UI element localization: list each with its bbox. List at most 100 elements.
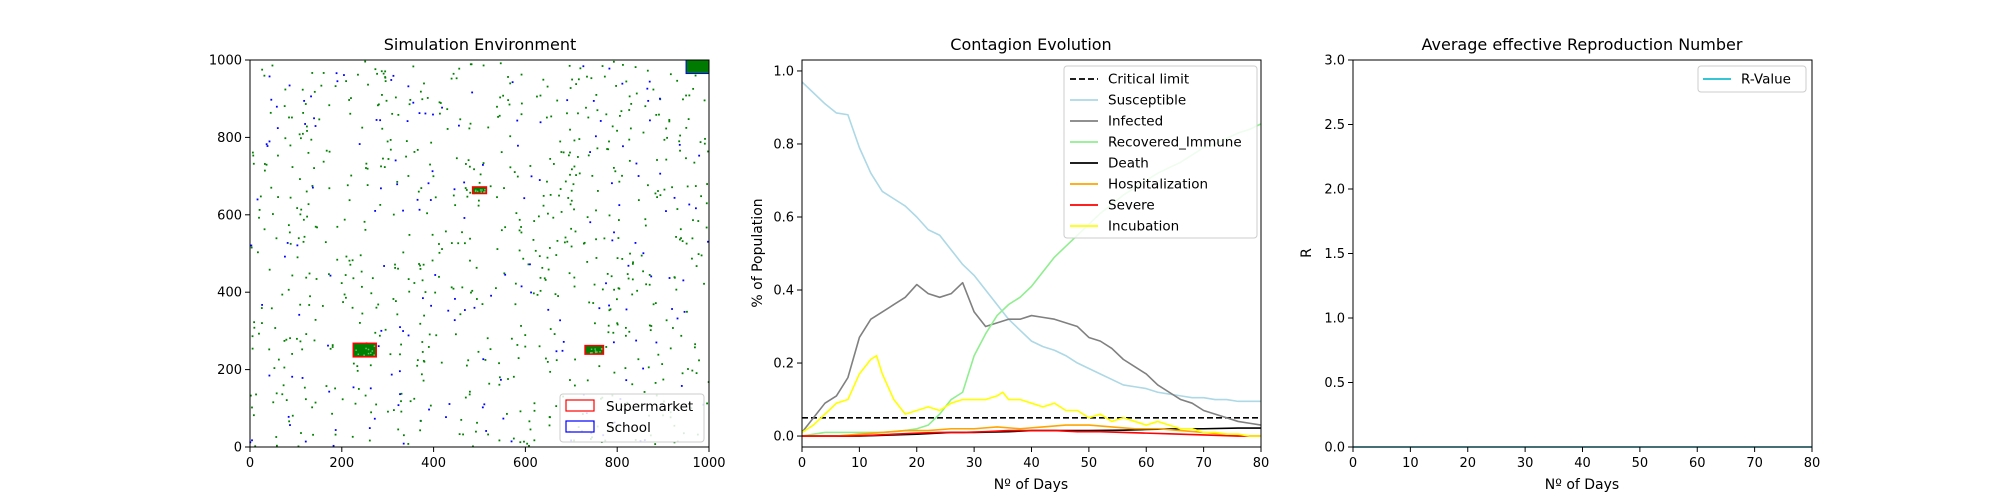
resident-point — [625, 334, 627, 337]
resident-point — [303, 235, 306, 238]
student-point — [608, 304, 610, 307]
resident-point — [409, 400, 412, 403]
resident-point — [467, 359, 470, 362]
resident-point — [320, 84, 323, 87]
resident-point — [357, 388, 360, 390]
resident-point — [413, 397, 416, 400]
resident-point — [307, 203, 310, 206]
resident-point — [632, 261, 634, 264]
resident-point — [405, 155, 407, 158]
resident-point — [371, 277, 374, 280]
y-tick-label: 800 — [217, 131, 242, 146]
resident-point — [253, 321, 256, 324]
resident-point — [311, 406, 314, 409]
resident-point — [321, 305, 324, 307]
student-point — [530, 291, 532, 294]
resident-point — [359, 254, 362, 257]
shopper-point — [591, 351, 593, 354]
resident-point — [259, 195, 262, 198]
contagion-axes-frame — [801, 59, 1262, 448]
student-point — [707, 240, 709, 243]
resident-point — [569, 87, 572, 89]
resident-point — [555, 359, 558, 362]
x-tick-label: 50 — [1081, 456, 1098, 471]
resident-point — [331, 412, 333, 415]
resident-point — [536, 293, 539, 296]
resident-point — [302, 112, 305, 114]
resident-point — [291, 116, 293, 119]
resident-point — [679, 149, 681, 152]
resident-point — [705, 202, 708, 205]
resident-point — [458, 433, 461, 436]
resident-point — [441, 248, 443, 250]
resident-point — [283, 339, 286, 342]
reproduction-number-panel: Average effective Reproduction Number 0 1… — [1299, 35, 1820, 493]
resident-point — [481, 303, 484, 305]
resident-point — [524, 345, 527, 348]
student-point — [304, 123, 307, 125]
student-point — [598, 307, 601, 310]
resident-point — [478, 181, 481, 184]
resident-point — [394, 263, 396, 266]
resident-point — [297, 237, 300, 240]
student-point — [327, 344, 329, 347]
resident-point — [432, 175, 435, 178]
student-point — [301, 377, 304, 379]
resident-point — [570, 227, 573, 230]
resident-point — [500, 229, 503, 232]
resident-point — [643, 391, 646, 393]
resident-point — [513, 171, 516, 173]
resident-point — [571, 168, 573, 171]
resident-point — [706, 402, 708, 405]
student-point — [284, 255, 286, 258]
shopper-point — [589, 352, 592, 354]
resident-point — [591, 174, 594, 177]
resident-point — [545, 116, 548, 119]
student-point — [303, 99, 306, 102]
resident-point — [263, 74, 266, 77]
resident-point — [291, 166, 294, 168]
resident-point — [628, 109, 631, 111]
student-point — [286, 242, 289, 244]
resident-point — [268, 348, 271, 351]
resident-point — [648, 274, 651, 276]
legend-label: Infected — [1108, 114, 1163, 130]
student-point — [695, 207, 697, 210]
resident-point — [546, 180, 548, 183]
resident-point — [668, 120, 671, 123]
legend-label-supermarket: Supermarket — [606, 399, 693, 415]
shopper-point — [367, 352, 370, 355]
resident-point — [542, 204, 545, 207]
resident-point — [397, 267, 399, 270]
resident-point — [275, 436, 278, 438]
y-tick-label: 2.5 — [1324, 118, 1345, 133]
resident-point — [545, 357, 547, 360]
supermarket-location — [584, 344, 605, 355]
resident-point — [705, 226, 708, 229]
x-tick-label: 50 — [1632, 456, 1649, 471]
student-point — [589, 221, 592, 224]
reproduction-legend-box — [1697, 65, 1807, 93]
student-point — [659, 172, 662, 175]
resident-point — [676, 79, 679, 82]
resident-point — [668, 119, 671, 121]
resident-point — [495, 287, 497, 290]
student-point — [379, 119, 382, 122]
student-point — [406, 120, 409, 123]
resident-point — [645, 283, 648, 286]
resident-point — [694, 346, 696, 349]
resident-point — [318, 118, 321, 121]
resident-point — [498, 376, 501, 379]
resident-point — [569, 128, 571, 131]
legend-label: Incubation — [1108, 219, 1179, 235]
resident-point — [340, 282, 343, 285]
resident-point — [251, 406, 253, 409]
student-point — [529, 263, 531, 266]
resident-point — [679, 134, 682, 137]
resident-point — [605, 346, 608, 348]
resident-point — [402, 434, 405, 437]
student-point — [463, 217, 466, 219]
resident-point — [523, 440, 525, 443]
shopper-point — [355, 349, 357, 351]
resident-point — [420, 187, 423, 189]
